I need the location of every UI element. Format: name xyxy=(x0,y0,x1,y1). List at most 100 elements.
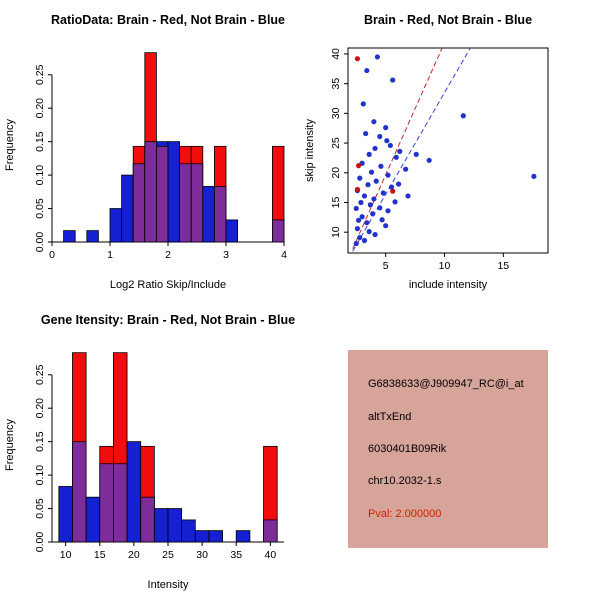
x-tick-label: 40 xyxy=(265,549,277,561)
hist-bar-overlap xyxy=(140,496,155,543)
scatter-point-notbrain xyxy=(357,175,363,181)
y-tick-label: 0.15 xyxy=(34,431,46,452)
scatter-point-notbrain xyxy=(367,202,373,208)
scatter-point-notbrain xyxy=(360,101,366,107)
scatter-point-notbrain xyxy=(395,181,402,187)
info-box: G6838633@J909947_RC@i_at altTxEnd 603040… xyxy=(348,350,548,548)
event-type-text: altTxEnd xyxy=(368,410,412,423)
scatter-point-notbrain xyxy=(397,148,403,154)
x-tick-label: 5 xyxy=(383,260,389,272)
scatter-point-notbrain xyxy=(372,145,378,152)
hist-bar-overlap xyxy=(179,163,192,243)
hist-bar-overlap xyxy=(155,145,169,243)
hist-bar xyxy=(126,441,142,543)
scatter-point-notbrain xyxy=(383,223,389,229)
y-tick-label: 0.00 xyxy=(34,532,46,553)
hist-bar xyxy=(86,230,99,243)
probe-id-text: G6838633@J909947_RC@i_at xyxy=(368,378,524,391)
x-tick-label: 1 xyxy=(107,249,113,261)
hist-bar xyxy=(109,208,122,243)
scatter-point-notbrain xyxy=(359,214,365,220)
scatter-point-notbrain xyxy=(354,226,361,232)
fit-line xyxy=(352,48,443,250)
y-tick-label: 0.25 xyxy=(34,364,46,385)
hist-bar xyxy=(208,530,223,543)
scatter-point-notbrain xyxy=(361,237,368,244)
scatter-point-notbrain xyxy=(366,151,372,157)
scatter-point-notbrain xyxy=(531,173,537,179)
scatter-point-notbrain xyxy=(460,113,466,119)
x-tick-label: 25 xyxy=(162,549,174,561)
scatter-point-notbrain xyxy=(390,77,396,83)
scatter-point-notbrain xyxy=(366,229,372,235)
hist-bar xyxy=(181,519,196,543)
hist-bar-overlap xyxy=(213,186,227,243)
scatter-point-notbrain xyxy=(373,178,379,184)
scatter-point-notbrain xyxy=(357,234,363,241)
x-tick-label: 30 xyxy=(196,549,208,561)
y-axis-label: Frequency xyxy=(4,419,16,471)
scatter-point-notbrain xyxy=(385,208,391,214)
y-tick-label: 0.05 xyxy=(34,498,46,519)
ratio-histogram-panel: RatioData: Brain - Red, Not Brain - Blue… xyxy=(0,0,300,300)
y-tick-label: 0.10 xyxy=(34,465,46,486)
scatter-point-notbrain xyxy=(355,217,362,223)
scatter-point-notbrain xyxy=(353,205,359,212)
intensity-scatter-svg: Brain - Red, Not Brain - Blue include int… xyxy=(304,13,549,291)
scatter-point-notbrain xyxy=(368,169,375,175)
scatter-point-notbrain xyxy=(353,240,359,247)
chart-title: RatioData: Brain - Red, Not Brain - Blue xyxy=(51,13,285,27)
hist-bar xyxy=(153,508,169,543)
y-tick-label: 25 xyxy=(330,137,342,149)
hist-bar xyxy=(63,230,76,243)
hist-bar-overlap xyxy=(113,463,128,543)
hist-bar-overlap xyxy=(72,441,87,543)
hist-bar-overlap xyxy=(132,163,146,243)
y-tick-label: 0.20 xyxy=(34,98,46,119)
scatter-point-notbrain xyxy=(379,217,385,223)
x-axis-label: Intensity xyxy=(148,579,189,591)
gene-intensity-histogram-panel: Gene Itensity: Brain - Red, Not Brain - … xyxy=(0,300,300,600)
hist-bar-overlap xyxy=(144,141,157,243)
y-tick-label: 15 xyxy=(330,196,342,208)
scatter-point-notbrain xyxy=(380,190,386,196)
gene-hist-svg: Gene Itensity: Brain - Red, Not Brain - … xyxy=(4,313,295,591)
x-tick-label: 20 xyxy=(128,549,140,561)
y-tick-label: 30 xyxy=(330,107,342,119)
pval-text: Pval: 2.000000 xyxy=(368,507,442,520)
x-axis-label: include intensity xyxy=(409,279,488,291)
plot-box xyxy=(347,47,549,254)
hist-bar xyxy=(58,486,73,543)
y-tick-label: 0.25 xyxy=(34,64,46,85)
hist-bar xyxy=(225,219,239,243)
chart-title: Gene Itensity: Brain - Red, Not Brain - … xyxy=(41,313,295,327)
y-tick-label: 20 xyxy=(330,167,342,179)
y-tick-label: 10 xyxy=(330,226,342,238)
x-tick-label: 15 xyxy=(497,260,509,272)
scatter-point-notbrain xyxy=(426,157,432,163)
scatter-point-brain xyxy=(354,56,361,62)
scatter-point-notbrain xyxy=(393,154,399,160)
x-tick-label: 4 xyxy=(281,249,287,261)
scatter-point-notbrain xyxy=(384,138,390,144)
scatter-point-notbrain xyxy=(361,193,368,199)
hist-bar xyxy=(167,141,181,243)
scatter-point-notbrain xyxy=(358,199,364,206)
y-tick-label: 0.20 xyxy=(34,398,46,419)
y-tick-label: 0.00 xyxy=(34,232,46,253)
x-tick-label: 10 xyxy=(439,260,451,272)
scatter-point-notbrain xyxy=(372,231,378,238)
ratio-hist-svg: RatioData: Brain - Red, Not Brain - Blue… xyxy=(4,13,287,291)
scatter-point-notbrain xyxy=(377,133,383,140)
hist-bar-overlap xyxy=(263,519,278,543)
scatter-point-notbrain xyxy=(377,205,383,211)
scatter-point-notbrain xyxy=(363,130,369,137)
info-panel: G6838633@J909947_RC@i_at altTxEnd 603040… xyxy=(300,300,600,600)
scatter-point-notbrain xyxy=(385,172,391,178)
scatter-point-notbrain xyxy=(364,220,370,226)
hist-bar xyxy=(194,530,210,543)
chromosome-location-text: chr10.2032-1.s xyxy=(368,475,442,488)
fit-line xyxy=(352,48,471,252)
y-axis-label: skip intensity xyxy=(304,119,316,182)
